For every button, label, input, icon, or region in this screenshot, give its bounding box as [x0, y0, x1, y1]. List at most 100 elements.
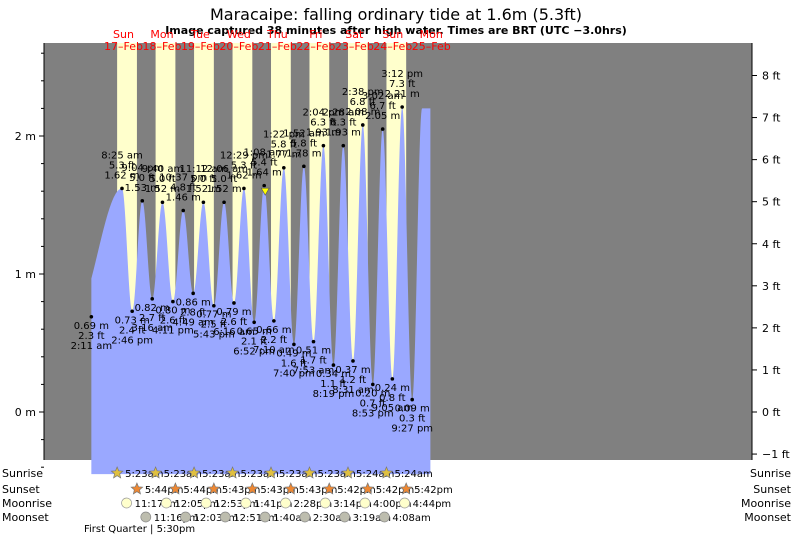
low-tide-label: 2.2 ft — [261, 335, 287, 346]
axes: 0 m 1 m 2 m 8 ft 7 ft 6 ft 5 ft 4 ft 3 ft 2 ft 1 f… — [15, 43, 790, 468]
high-tide-label: 8:25 am — [101, 150, 143, 161]
low-tide-label: 0.7 ft — [360, 398, 386, 409]
row-label-left: Moonset — [2, 511, 49, 524]
high-tide-label: 5.0 ft — [211, 174, 237, 185]
high-tide-label: 5.4 ft — [251, 158, 277, 169]
y-tick-label-right: 7 ft — [762, 112, 781, 125]
moonset-icon — [339, 511, 351, 523]
y-tick-label-right: 8 ft — [762, 70, 781, 83]
low-tide-label: 4:11 pm — [152, 326, 194, 337]
high-tide-label: 6.7 ft — [369, 101, 395, 112]
moonrise-icon — [200, 497, 212, 509]
extreme-point — [150, 297, 155, 301]
high-tide-label: 7.3 ft — [389, 79, 415, 90]
sunset-time: 5:42pm — [337, 485, 376, 496]
day-label: Tue — [190, 28, 210, 41]
high-tide-label: 1.52 m — [145, 184, 180, 195]
sunset-icon — [284, 482, 298, 495]
high-tide-label: 5.3 ft — [231, 160, 257, 171]
low-tide-label: 8:53 pm — [352, 408, 394, 419]
sunset-icon — [399, 482, 413, 495]
sunrise-icon — [341, 466, 355, 479]
low-tide-label: 3:16 am — [131, 323, 173, 334]
low-tide-label: 0.66 m — [256, 325, 291, 336]
sunset-icon — [207, 482, 221, 495]
moonrise-icon — [359, 497, 371, 509]
high-tide-label: 1.93 m — [306, 128, 341, 139]
extreme-point — [140, 199, 145, 203]
sunset-time: 5:44pm — [183, 485, 222, 496]
moonrise-time: 4:00pm — [373, 499, 412, 510]
extreme-point — [371, 382, 375, 387]
low-tide-label: 9:27 pm — [391, 424, 433, 435]
sunrise-icon — [225, 466, 240, 479]
moonrise-icon — [160, 497, 172, 509]
sunrise-time: 5:23am — [317, 469, 355, 480]
high-tide-label: 1.52 m — [206, 184, 241, 195]
date-label: 24–Feb — [373, 40, 412, 53]
moonrise-time: 2:28pm — [294, 499, 333, 510]
low-tide-label: 2.1 ft — [241, 336, 267, 347]
low-tide-label: 6:52 pm — [233, 346, 275, 357]
extreme-point — [171, 299, 175, 304]
low-tide-label: 2.5 ft — [201, 320, 227, 331]
sunrise-icon — [264, 466, 278, 479]
high-tide-label: 1.78 m — [286, 148, 321, 159]
extreme-point — [252, 320, 256, 325]
high-tide-label: 5.3 ft — [109, 160, 135, 171]
row-label-right: Sunset — [753, 483, 791, 496]
moonrise-time: 3:14pm — [333, 499, 372, 510]
moonrise-time: 1:41pm — [254, 499, 293, 510]
moonset-time: 4:08am — [392, 513, 430, 524]
row-label-left: Sunrise — [2, 467, 43, 480]
moonset-time: 11:16pm — [154, 513, 199, 524]
sunset-icon — [168, 482, 182, 495]
date-label: 19–Feb — [181, 40, 220, 53]
extreme-point — [302, 164, 306, 169]
sunrise-time: 5:24am — [394, 469, 432, 480]
high-tide-label: 1.93 m — [326, 128, 361, 139]
low-tide-label: 8:19 pm — [313, 389, 355, 400]
high-tide-label: 11:12 am — [179, 164, 227, 175]
sunrise-time: 5:23am — [202, 469, 240, 480]
y-tick-label-left: 1 m — [15, 268, 36, 281]
sunrise-icon — [110, 466, 124, 479]
extreme-point — [360, 123, 365, 127]
moonset-time: 1:40am — [273, 513, 311, 524]
low-tide-label: 0.09 m — [395, 404, 430, 415]
extreme-point — [292, 342, 296, 347]
low-tide-label: 0.20 m — [355, 388, 390, 399]
high-tide-label: 6.3 ft — [330, 118, 356, 129]
chart-title: Maracaipe: falling ordinary tide at 1.6m… — [210, 5, 582, 24]
date-label: 23–Feb — [335, 40, 374, 53]
date-label: 25–Feb — [412, 40, 451, 53]
low-tide-label: 7:40 pm — [273, 368, 315, 379]
high-tide-label: 2.05 m — [365, 111, 400, 122]
y-tick-label-right: 3 ft — [762, 280, 781, 293]
high-tide-label: 1.46 m — [166, 193, 201, 204]
extreme-point — [351, 359, 355, 363]
moonset-time: 2:30am — [313, 513, 351, 524]
extreme-point — [262, 183, 266, 188]
low-tide-label: 0.3 ft — [399, 414, 425, 425]
sunrise-time: 5:23am — [125, 469, 163, 480]
high-tide-label: 2.08 m — [345, 107, 380, 118]
row-label-right: Sunrise — [750, 467, 791, 480]
day-label: Sun — [113, 28, 134, 41]
moonset-icon — [180, 511, 191, 523]
low-tide-label: 0.51 m — [296, 346, 331, 357]
day-label: Fri — [309, 28, 322, 41]
low-tide-label: 0.77 m — [196, 310, 231, 321]
extreme-point — [272, 319, 276, 323]
low-tide-label: 0.37 m — [335, 365, 370, 376]
extreme-point — [341, 143, 346, 148]
high-tide-label: 9:40 am — [142, 164, 184, 175]
high-tide-label: 9:04 pm — [121, 163, 163, 174]
sunrise-icon — [302, 466, 317, 479]
high-tide-label: 2:28 am — [323, 108, 365, 119]
y-tick-label-right: 0 ft — [762, 406, 781, 419]
low-tide-label: 8:31 am — [332, 385, 374, 396]
high-tide-label: 2:04 pm — [303, 108, 345, 119]
extreme-point — [89, 314, 94, 319]
high-tide-label: 3:02 am — [362, 91, 404, 102]
